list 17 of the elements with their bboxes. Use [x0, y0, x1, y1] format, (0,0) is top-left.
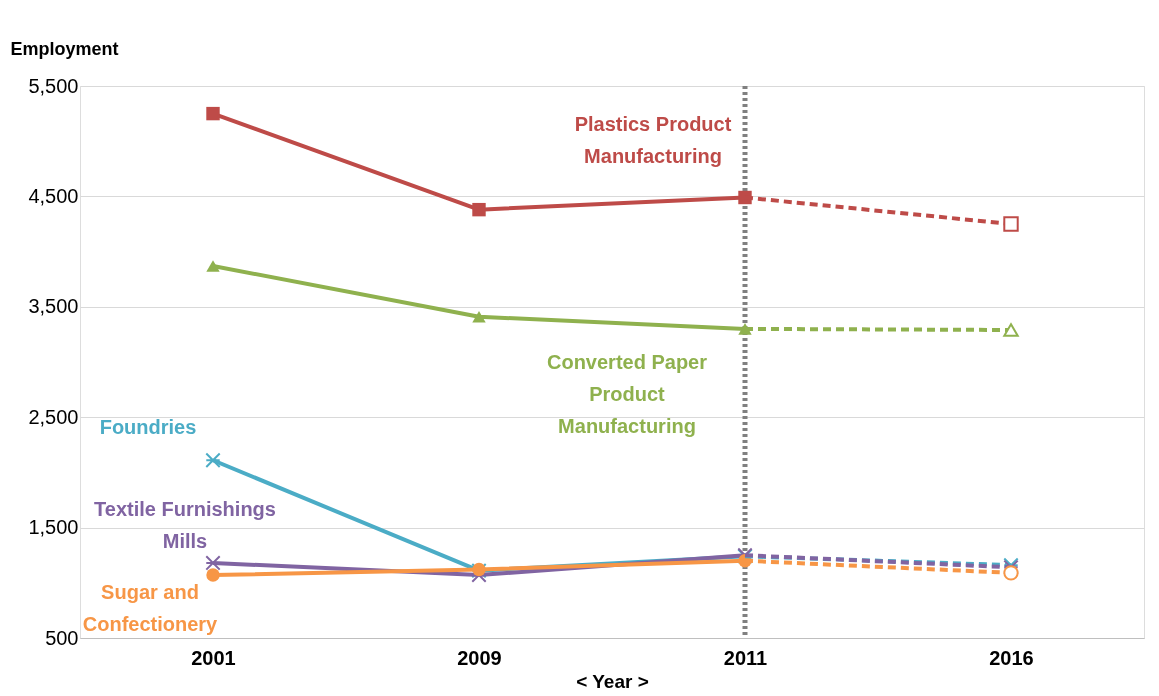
series-label: Converted Paper Product Manufacturing: [546, 350, 708, 437]
x-tick-label: 2011: [723, 646, 768, 669]
y-tick-label: 5,500: [28, 74, 79, 97]
series-label: Foundries: [99, 416, 197, 439]
x-tick-label: 2001: [191, 646, 236, 669]
y-axis-title: Employment: [10, 38, 119, 59]
y-tick-label: 2,500: [28, 405, 79, 428]
y-tick-label: 3,500: [28, 295, 79, 318]
series-label: Plastics Product Manufacturing: [574, 112, 732, 167]
series-label: Sugar and Confectionery: [82, 581, 219, 636]
x-tick-label: 2016: [989, 646, 1034, 669]
x-axis-title: < Year >: [576, 670, 649, 692]
y-tick-label: 4,500: [28, 184, 79, 207]
series-label: Textile Furnishings Mills: [94, 497, 276, 552]
x-tick-label: 2009: [457, 646, 502, 669]
y-tick-label: 1,500: [28, 516, 79, 539]
y-tick-label: 500: [45, 626, 79, 649]
